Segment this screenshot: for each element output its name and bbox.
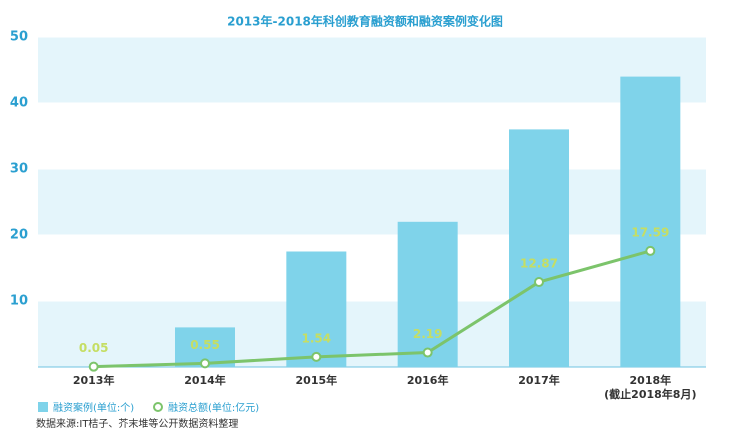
data-label: 0.55 (190, 338, 220, 352)
x-tick-label: 2014年 (184, 374, 226, 387)
legend-label: 融资总额(单位:亿元) (168, 401, 259, 414)
bar (620, 76, 681, 367)
legend-swatch (153, 402, 163, 412)
line-point (534, 277, 544, 288)
y-tick-label: 20 (10, 228, 28, 243)
line-point (88, 361, 99, 372)
data-label: 2.19 (413, 327, 443, 341)
grid-band (38, 169, 706, 235)
bar (509, 129, 569, 367)
line-point (311, 351, 322, 362)
data-label: 1.54 (302, 331, 332, 345)
chart-title: 2013年-2018年科创教育融资额和融资案例变化图 (227, 14, 503, 29)
data-label: 12.87 (520, 257, 558, 271)
y-tick-label: 50 (10, 30, 28, 45)
grid-band (38, 37, 706, 103)
x-tick-label: 2013年 (72, 374, 115, 387)
bar (397, 221, 458, 367)
bar (286, 251, 347, 367)
y-tick-label: 40 (10, 96, 28, 111)
legend-swatch (38, 402, 48, 412)
data-label: 0.05 (79, 341, 109, 355)
y-tick-label: 30 (10, 162, 28, 177)
x-tick-label: 2018年 (截止2018年8月) (604, 374, 697, 401)
x-tick-label: 2015年 (295, 374, 338, 387)
line-point (645, 245, 656, 256)
grid-band (38, 301, 706, 367)
line-point (200, 358, 210, 369)
line-point (422, 347, 433, 358)
x-tick-label: 2017年 (518, 374, 560, 387)
source-note: 数据来源:IT桔子、芥末堆等公开数据资料整理 (36, 417, 238, 430)
y-tick-label: 10 (10, 294, 28, 309)
x-tick-label: 2016年 (406, 374, 449, 387)
legend-label: 融资案例(单位:个) (53, 401, 134, 414)
line (93, 249, 651, 369)
data-label: 17.59 (631, 225, 669, 239)
